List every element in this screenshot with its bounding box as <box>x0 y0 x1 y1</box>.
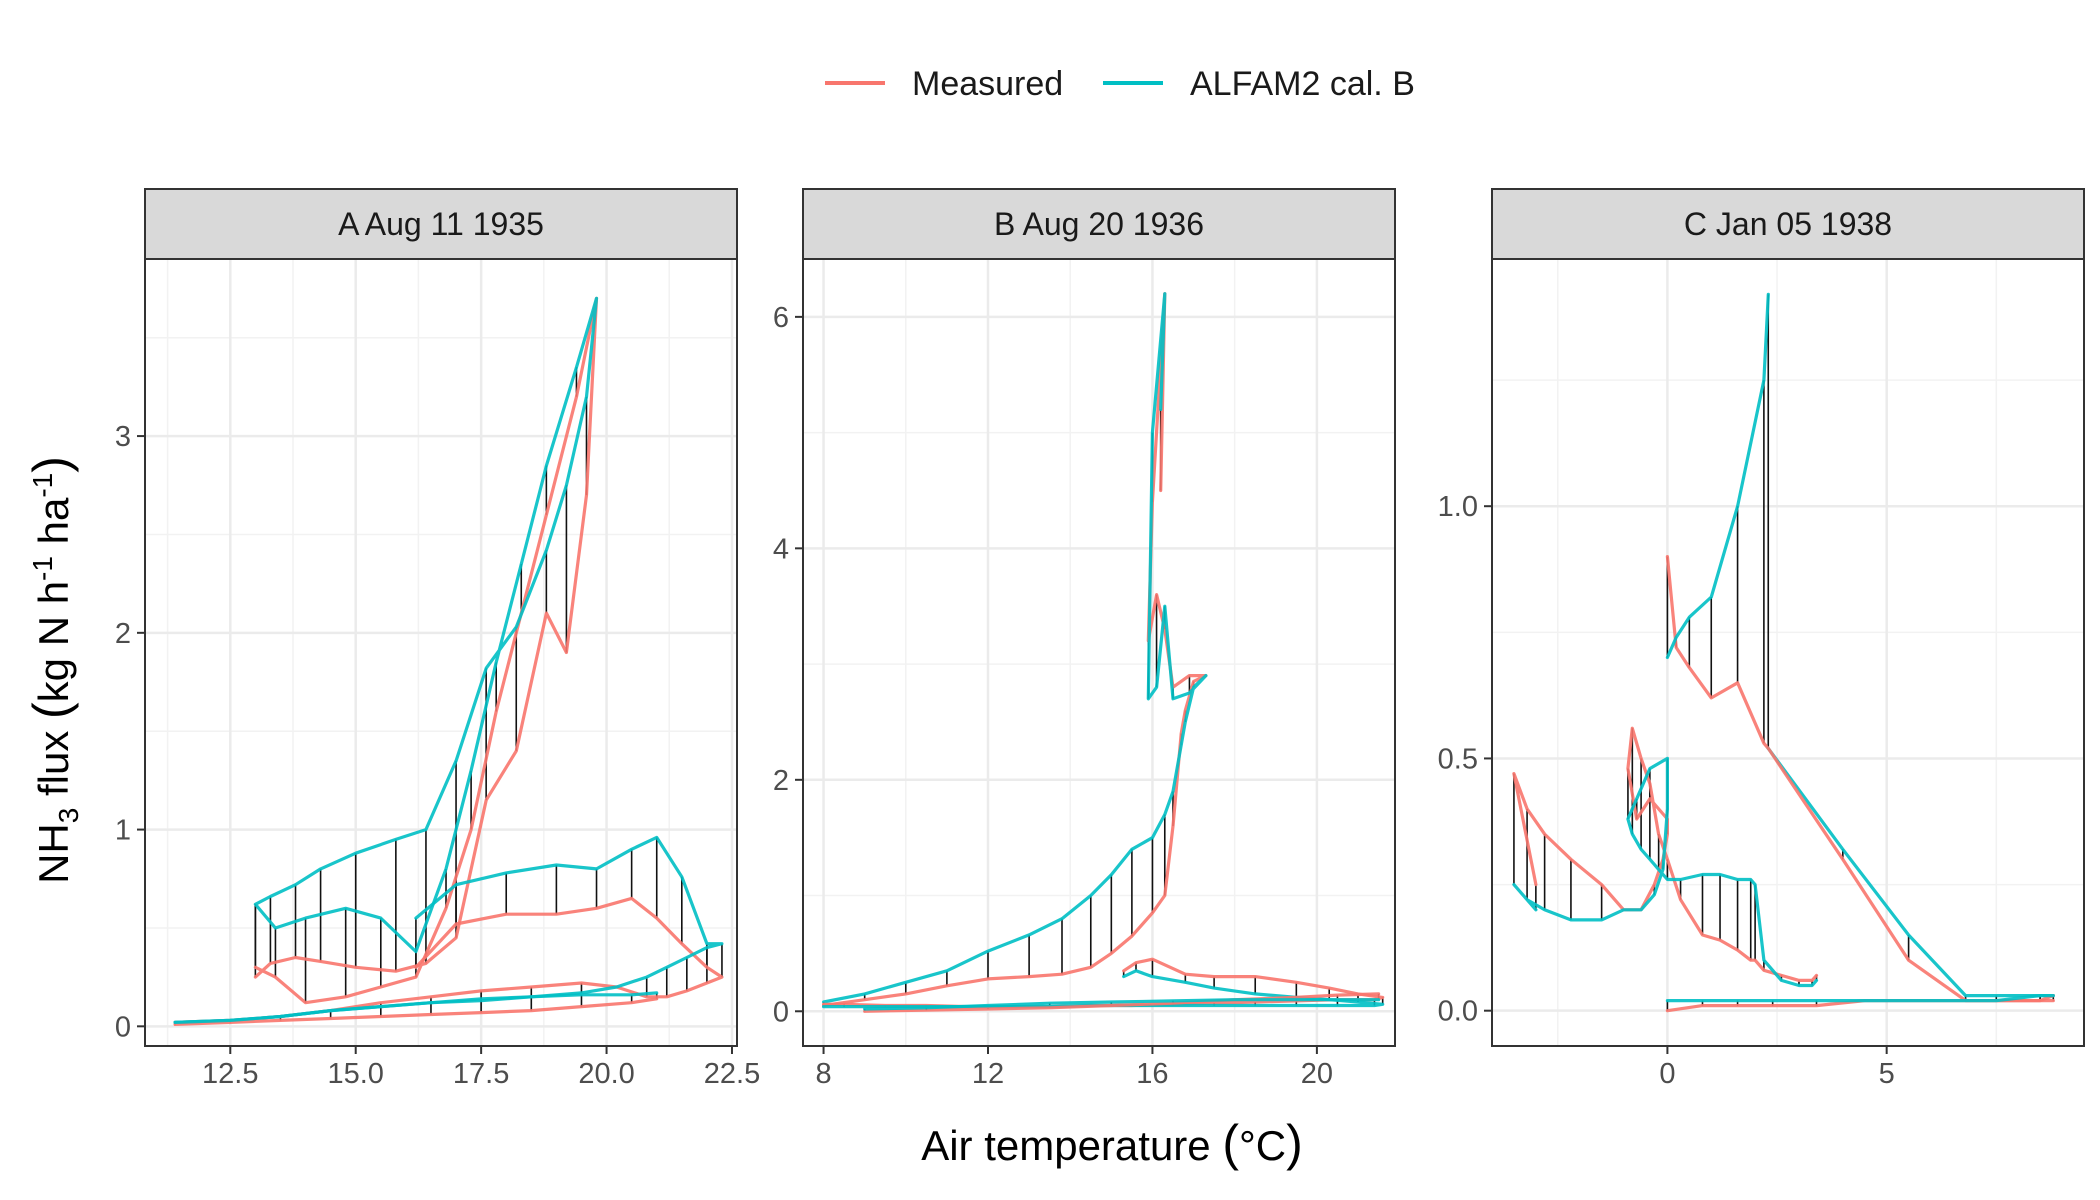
series-line-measured <box>821 292 1208 1008</box>
y-tick-label: 1.0 <box>1438 491 1478 523</box>
series-line-alfam2 <box>253 296 599 954</box>
y-tick-label: 3 <box>115 421 131 453</box>
legend-label-alfam2: ALFAM2 cal. B <box>1190 65 1415 103</box>
x-tick-label: 5 <box>1879 1058 1895 1090</box>
x-tick-label: 20 <box>1301 1058 1333 1090</box>
series-line-measured <box>173 896 724 1025</box>
x-tick-label: 15.0 <box>327 1058 383 1090</box>
series-line-measured <box>253 296 599 1005</box>
panel-border <box>802 258 1396 1047</box>
panel-2: B Aug 20 1936 8 12 16 20 0 2 4 6 <box>773 188 1396 1090</box>
y-tick-label: 2 <box>115 618 131 650</box>
x-tick-label: 0 <box>1659 1058 1675 1090</box>
plot-background <box>803 259 1395 1046</box>
plot-background <box>145 259 737 1046</box>
panel-title: B Aug 20 1936 <box>994 206 1204 242</box>
x-tick-label: 8 <box>815 1058 831 1090</box>
panel-title: A Aug 11 1935 <box>338 206 544 242</box>
series-line-alfam2 <box>821 292 1208 1004</box>
y-tick-label: 2 <box>773 765 789 797</box>
x-tick-label: 12 <box>972 1058 1004 1090</box>
x-axis-title: Air temperature (°C) <box>921 1115 1303 1171</box>
y-axis-title: NH3 flux (kg N h-1 ha-1) <box>23 456 84 884</box>
y-tick-label: 1 <box>115 815 131 847</box>
legend-label-measured: Measured <box>912 65 1063 103</box>
y-tick-label: 0 <box>115 1011 131 1043</box>
series-line-alfam2 <box>1665 993 2055 1003</box>
series-line-alfam2 <box>863 998 1381 1011</box>
series-line-measured <box>173 997 659 1027</box>
panel-strip <box>144 188 738 260</box>
panel-1: A Aug 11 1935 12.5 15.0 17.5 20.0 22.5 0 1 2 3 <box>115 188 760 1090</box>
panel-title: C Jan 05 1938 <box>1684 206 1892 242</box>
series-line-measured <box>863 992 1381 1013</box>
y-tick-label: 0.5 <box>1438 743 1478 775</box>
y-tick-label: 6 <box>773 302 789 334</box>
x-tick-label: 22.5 <box>704 1058 760 1090</box>
panel-border <box>144 258 738 1047</box>
legend: Measured ALFAM2 cal. B <box>825 65 1415 103</box>
x-tick-label: 20.0 <box>578 1058 634 1090</box>
y-tick-label: 0 <box>773 996 789 1028</box>
series-line-alfam2 <box>173 991 659 1025</box>
y-tick-label: 4 <box>773 533 789 565</box>
x-tick-label: 16 <box>1136 1058 1168 1090</box>
panel-strip <box>1491 188 2085 260</box>
x-tick-label: 12.5 <box>202 1058 258 1090</box>
panel-3: C Jan 05 1938 0 5 0.0 0.5 1.0 <box>1438 188 2085 1090</box>
series-line-alfam2 <box>1665 292 1770 660</box>
x-tick-label: 17.5 <box>453 1058 509 1090</box>
series-line-measured <box>1512 726 1819 983</box>
series-line-alfam2 <box>1512 756 1819 988</box>
y-tick-label: 0.0 <box>1438 996 1478 1028</box>
series-line-measured <box>1665 554 1770 751</box>
plot-background <box>1492 259 2084 1046</box>
panel-border <box>1491 258 2085 1047</box>
